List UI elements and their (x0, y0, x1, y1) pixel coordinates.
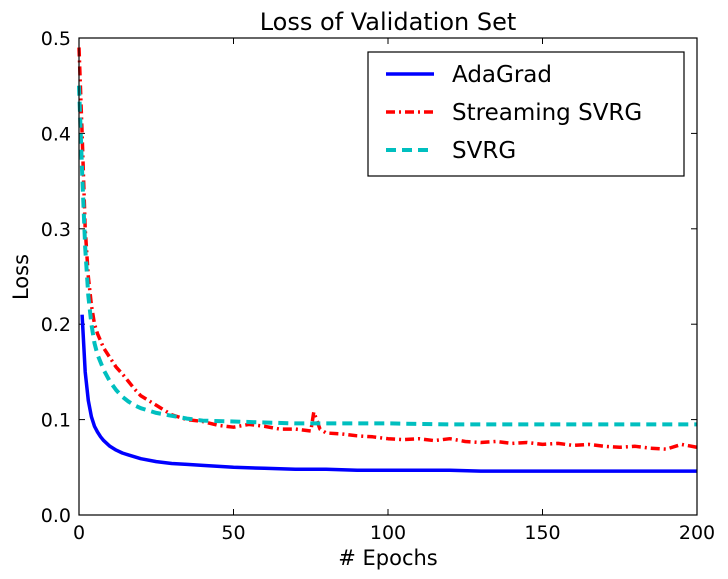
x-axis-label: # Epochs (338, 546, 438, 570)
y-tick-label: 0.0 (41, 505, 71, 527)
plot-frame (78, 37, 698, 516)
y-tick-label: 0.3 (41, 219, 71, 241)
x-tick-label: 0 (73, 522, 85, 544)
axis-ticks: 0 50 100 150 200 0.0 0.1 0.2 0.3 0.4 0.5 (41, 28, 715, 544)
y-tick-label: 0.1 (41, 410, 71, 432)
x-tick-label: 100 (370, 522, 406, 544)
legend: AdaGrad Streaming SVRG SVRG (367, 51, 685, 177)
series-line-svrg (77, 85, 697, 427)
y-tick-label: 0.4 (41, 123, 71, 145)
legend-label: SVRG (452, 138, 516, 164)
x-tick-label: 50 (221, 522, 245, 544)
y-tick-label: 0.5 (41, 28, 71, 50)
legend-label: AdaGrad (452, 62, 552, 88)
x-tick-label: 150 (524, 522, 560, 544)
y-axis-label: Loss (9, 254, 33, 300)
x-tick-label: 200 (679, 522, 715, 544)
series-line-adagrad (80, 314, 697, 473)
chart-title: Loss of Validation Set (260, 8, 517, 36)
legend-label: Streaming SVRG (452, 100, 642, 126)
series-lines (77, 47, 698, 473)
y-tick-label: 0.2 (41, 314, 71, 336)
